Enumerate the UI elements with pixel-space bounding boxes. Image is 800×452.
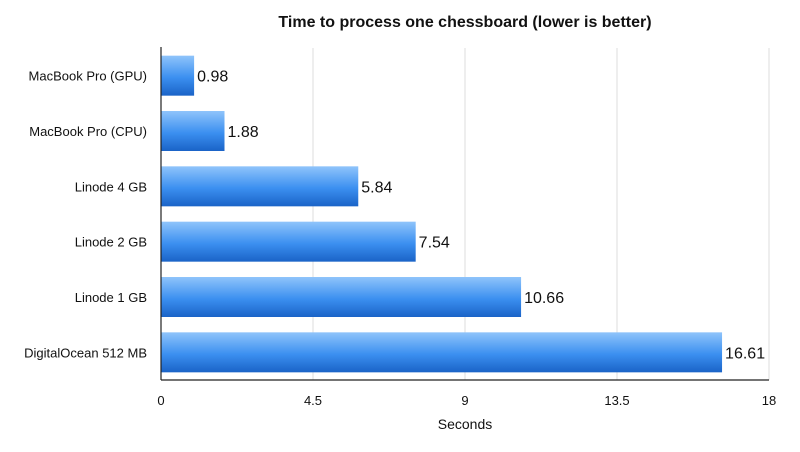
x-tick-label: 13.5 [604,393,629,408]
data-label: 5.84 [361,179,392,196]
data-label: 10.66 [524,290,564,307]
labels: 0 4.5 9 13.5 18 MacBook Pro (GPU) 0.98 MacBook … [24,69,776,408]
x-tick-label: 0 [157,393,164,408]
x-tick-label: 18 [762,393,776,408]
grid-lines [312,48,770,380]
bars [161,55,723,373]
x-tick-label: 9 [461,393,468,408]
axes [160,47,769,381]
category-label: MacBook Pro (GPU) [29,69,147,84]
x-axis-label: Seconds [437,416,493,432]
category-label: MacBook Pro (CPU) [29,124,147,139]
category-label: Linode 1 GB [75,290,147,305]
bar [161,221,416,262]
category-label: DigitalOcean 512 MB [24,345,147,360]
bar [161,277,522,317]
data-label: 0.98 [197,69,228,86]
category-label: Linode 4 GB [75,179,147,194]
data-label: 7.54 [419,235,450,252]
bar [161,111,225,151]
category-label: Linode 2 GB [75,235,147,250]
chart-title: Time to process one chessboard (lower is… [278,14,652,31]
bar [161,55,195,96]
data-label: 1.88 [228,124,259,141]
x-tick-label: 4.5 [304,393,322,408]
bar [161,332,723,373]
bar [161,166,359,207]
data-label: 16.61 [725,345,765,362]
